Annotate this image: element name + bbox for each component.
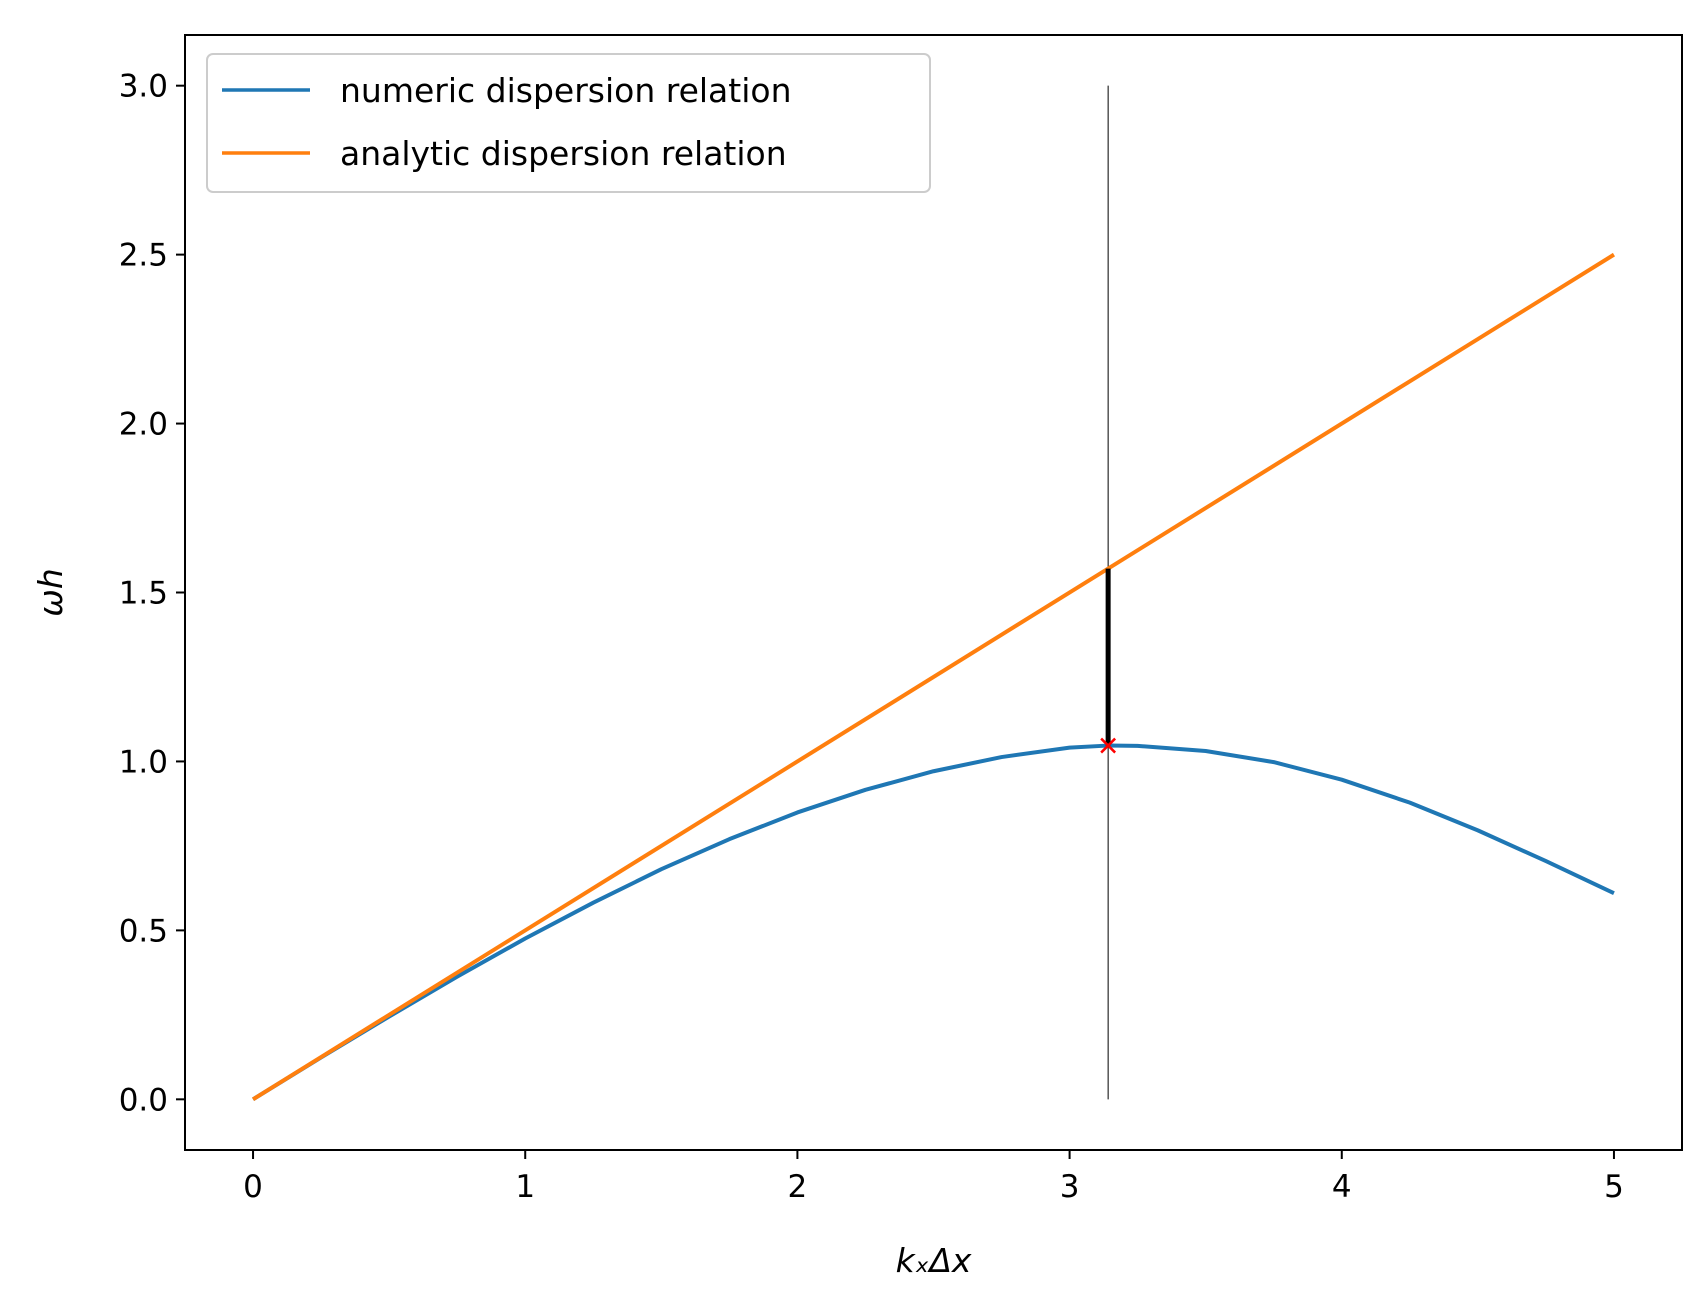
legend: numeric dispersion relation analytic dis…	[206, 53, 931, 193]
y-tick-label: 0.5	[119, 913, 168, 949]
x-tick-label: 0	[243, 1169, 263, 1205]
x-tick-label: 1	[515, 1169, 535, 1205]
y-tick-label: 2.0	[119, 407, 168, 443]
y-tick-label: 2.5	[119, 238, 168, 274]
y-tick-label: 3.0	[119, 69, 168, 105]
axes-frame	[184, 34, 1683, 1151]
series-analytic-line	[251, 252, 1616, 1102]
legend-label-analytic: analytic dispersion relation	[340, 134, 787, 173]
plot-area	[251, 85, 1616, 1102]
x-tick-label: 5	[1604, 1169, 1624, 1205]
x-tick-label: 4	[1332, 1169, 1352, 1205]
series-numeric-line	[252, 743, 1615, 1102]
x-axis-label: kₓΔx	[896, 1241, 972, 1280]
maximum-marker	[1100, 737, 1117, 754]
x-tick-label: 2	[788, 1169, 808, 1205]
y-tick-label: 0.0	[119, 1082, 168, 1118]
legend-box	[206, 53, 931, 193]
y-tick-label: 1.0	[119, 744, 168, 780]
y-tick-label: 1.5	[119, 576, 168, 612]
x-tick-label: 3	[1060, 1169, 1080, 1205]
tick-marks	[176, 84, 1615, 1159]
legend-label-numeric: numeric dispersion relation	[340, 71, 791, 110]
y-axis-label: ωh	[31, 568, 70, 617]
